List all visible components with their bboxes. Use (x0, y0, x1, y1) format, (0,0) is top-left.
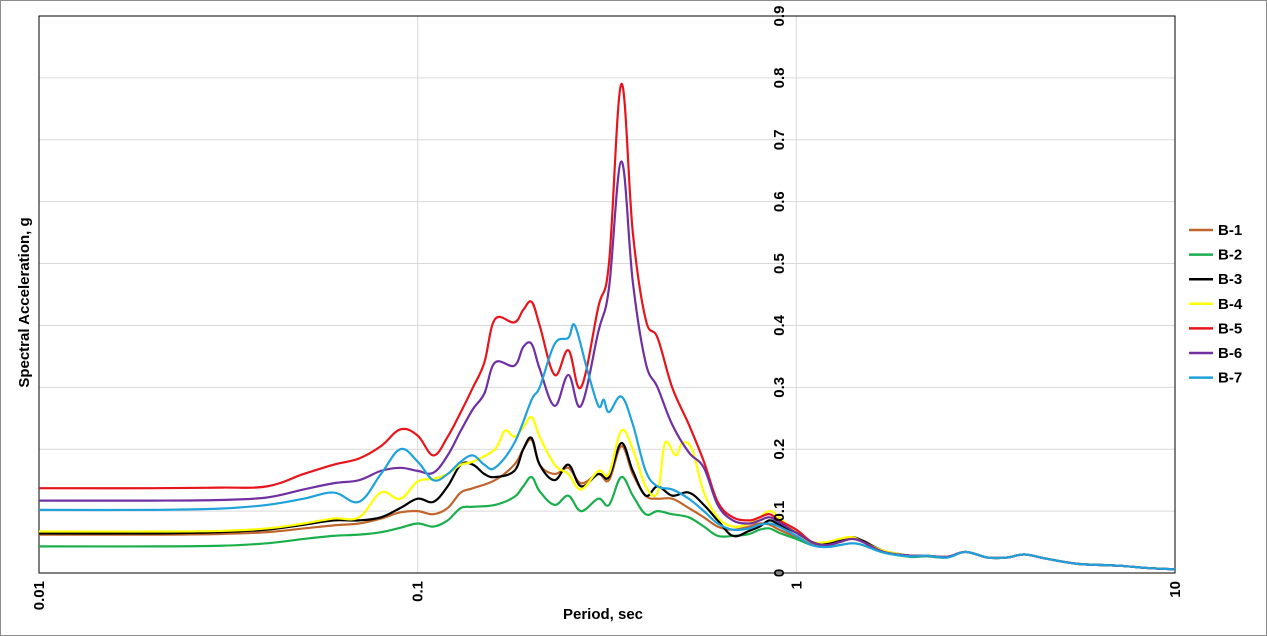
y-tick-label-9: 0.9 (771, 6, 788, 27)
series-line-b-5 (38, 82, 1176, 571)
y-tick-label-4: 0.4 (771, 314, 788, 336)
y-tick-label-3: 0.3 (771, 377, 788, 398)
legend-label-b-3: B-3 (1218, 271, 1242, 288)
series-line-b-7 (38, 323, 1176, 571)
legend-label-b-4: B-4 (1218, 296, 1243, 313)
series-line-b-3 (38, 436, 1176, 571)
tick-labels: 0.01 0.1 1 10 0 0.1 0.2 0.3 0.4 0.5 0.6 0.7 0.8 0.9 (31, 6, 1184, 611)
legend-label-b-6: B-6 (1218, 345, 1242, 362)
x-tick-label-3: 10 (1167, 581, 1184, 598)
y-axis-title: Spectral Acceleration, g (16, 217, 33, 387)
y-tick-label-7: 0.7 (771, 129, 788, 150)
series-line-b-1 (38, 438, 1176, 571)
legend-label-b-5: B-5 (1218, 320, 1242, 337)
legend-label-b-2: B-2 (1218, 247, 1242, 264)
series-line-b-2 (38, 475, 1176, 571)
x-axis-title: Period, sec (563, 606, 643, 623)
y-tick-label-8: 0.8 (771, 67, 788, 88)
legend-label-b-1: B-1 (1218, 222, 1242, 239)
x-tick-label-2: 1 (788, 581, 805, 589)
y-tick-label-0: 0 (771, 569, 788, 577)
series-lines (38, 82, 1176, 571)
y-tick-label-5: 0.5 (771, 253, 788, 274)
x-tick-label-1: 0.1 (410, 581, 427, 602)
y-tick-label-6: 0.6 (771, 191, 788, 212)
plot-area (38, 15, 1176, 574)
y-tick-label-2: 0.2 (771, 439, 788, 460)
x-tick-label-0: 0.01 (31, 581, 48, 610)
y-tick-label-1: 0.1 (771, 501, 788, 522)
legend: B-1 B-2 B-3 B-4 B-5 B-6 B-7 (1189, 222, 1243, 387)
legend-label-b-7: B-7 (1218, 370, 1242, 387)
